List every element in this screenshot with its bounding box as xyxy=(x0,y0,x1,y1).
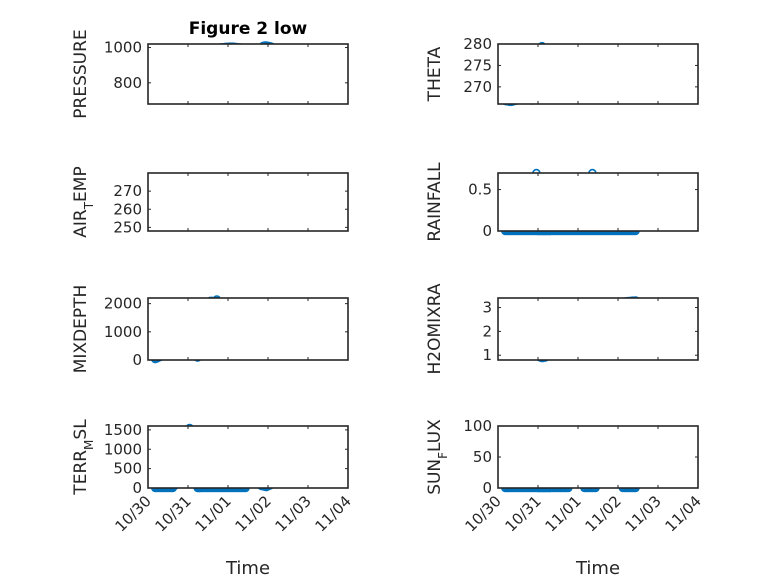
x-tick-label: 10/31 xyxy=(152,492,195,535)
axes-4: 0 0.5 RAINFALL xyxy=(425,162,699,242)
x-axis-label: Time xyxy=(225,558,270,579)
y-tick-label: 250 xyxy=(113,218,142,236)
x-tick-label: 11/04 xyxy=(312,492,355,535)
x-tick-label: 10/30 xyxy=(462,492,505,535)
x-tick-label: 11/03 xyxy=(622,492,665,535)
y-tick-label: 1000 xyxy=(104,323,142,341)
y-tick-label: 1 xyxy=(482,346,492,364)
axes-frame xyxy=(497,172,699,232)
y-axis-label: RAINFALL xyxy=(425,162,445,242)
y-tick-label: 0 xyxy=(482,222,492,240)
y-tick-label: 275 xyxy=(463,56,492,74)
y-tick-label: 1500 xyxy=(104,421,142,439)
y-tick-label: 0 xyxy=(482,479,492,497)
y-tick-label: 280 xyxy=(463,35,492,53)
y-tick-label: 2000 xyxy=(104,295,142,313)
y-axis-label: TERRMSL xyxy=(71,419,96,496)
y-tick-label: 1000 xyxy=(104,39,142,57)
axes-frame xyxy=(497,43,699,105)
y-tick-label: 50 xyxy=(473,448,492,466)
x-tick-label: 11/02 xyxy=(582,492,625,535)
axes-frame xyxy=(147,172,349,232)
x-tick-label: 11/04 xyxy=(662,492,705,535)
y-tick-label: 0 xyxy=(132,351,142,369)
x-tick-label: 11/03 xyxy=(272,492,315,535)
y-tick-label: 0.5 xyxy=(468,181,492,199)
axes-frame xyxy=(497,425,699,489)
axes-frame xyxy=(147,425,349,489)
y-axis-label: AIRTEMP xyxy=(71,166,96,237)
x-tick-label: 10/31 xyxy=(502,492,545,535)
y-axis-label: PRESSURE xyxy=(71,29,91,118)
y-axis-label: THETA xyxy=(425,46,445,102)
y-tick-label: 260 xyxy=(113,200,142,218)
y-tick-label: 270 xyxy=(113,182,142,200)
y-tick-label: 2 xyxy=(482,322,492,340)
axes-5: 0 1000 2000 MIXDEPTH xyxy=(71,285,349,374)
x-tick-label: 11/01 xyxy=(542,492,585,535)
axes-2: 270 275 280 THETA xyxy=(425,35,699,107)
axes-frame xyxy=(147,43,349,105)
y-tick-label: 0 xyxy=(132,479,142,497)
y-tick-label: 500 xyxy=(113,460,142,478)
x-tick-label: 11/02 xyxy=(232,492,275,535)
y-axis-label: SUNFLUX xyxy=(425,419,450,495)
y-tick-label: 3 xyxy=(482,299,492,317)
y-tick-label: 100 xyxy=(463,417,492,435)
y-axis-label: H2OMIXRA xyxy=(425,283,445,374)
y-tick-label: 1000 xyxy=(104,440,142,458)
axes-6: 1 2 3 H2OMIXRA xyxy=(425,283,699,375)
x-tick-label: 10/30 xyxy=(112,492,155,535)
x-tick-label: 11/01 xyxy=(192,492,235,535)
axes-frame xyxy=(497,297,699,361)
y-tick-label: 800 xyxy=(113,74,142,92)
axes-frame xyxy=(147,297,349,361)
axes-1: 800 1000 PRESSURE Figure 2 low xyxy=(71,19,349,119)
axes-title: Figure 2 low xyxy=(189,19,308,39)
y-axis-label: MIXDEPTH xyxy=(71,285,91,374)
x-axis-label: Time xyxy=(575,558,620,579)
y-tick-label: 270 xyxy=(463,78,492,96)
